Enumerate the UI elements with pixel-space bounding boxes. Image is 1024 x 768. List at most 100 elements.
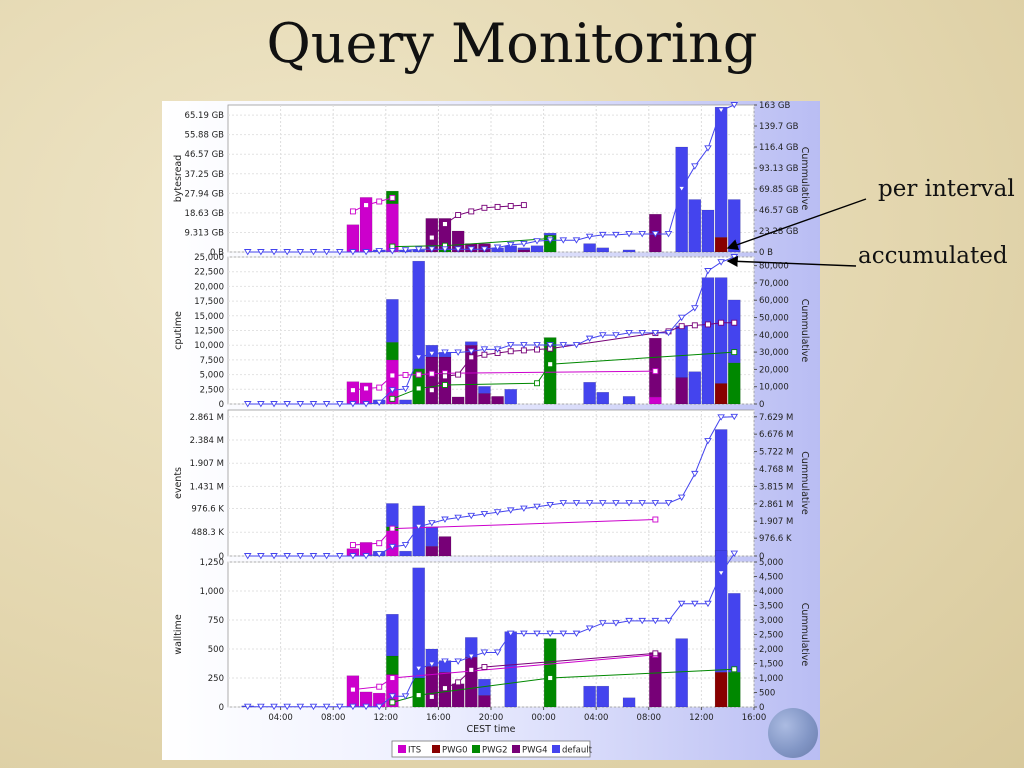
y2-axis-label: Cummulative (799, 451, 810, 515)
cumulative-marker-default (257, 553, 265, 560)
bar-default (543, 232, 557, 236)
y2-tick-label: 46.57 GB (759, 206, 799, 216)
y2-tick-label: 93.13 GB (759, 164, 799, 174)
cumulative-marker-default (506, 630, 515, 638)
cumulative-marker-default (322, 553, 331, 560)
cumulative-line-ITS (352, 197, 393, 212)
cumulative-marker-default (335, 553, 344, 560)
y-tick-label: 18.63 GB (185, 209, 225, 219)
bar-ITS (649, 396, 662, 405)
cumulative-marker-default (704, 268, 712, 275)
legend (391, 740, 591, 758)
bar-default (425, 526, 439, 547)
cumulative-marker-default (559, 500, 568, 507)
cumulative-marker-ITS (428, 370, 435, 377)
cumulative-marker-default (638, 617, 647, 625)
bar-PWG2 (728, 362, 741, 405)
y-tick-label: 9.313 GB (185, 228, 225, 238)
x-tick-label: 12:00 (374, 713, 399, 723)
cumulative-marker-default (349, 703, 357, 711)
cumulative-marker-PWG4 (691, 322, 698, 329)
cumulative-marker-default (520, 342, 528, 349)
y-tick-label: 488.3 K (191, 528, 224, 538)
bar-default (504, 389, 517, 405)
cumulative-marker-default (467, 246, 476, 253)
bar-default (596, 685, 610, 708)
cumulative-marker-default (454, 658, 462, 665)
y-tick-label: 0 (219, 703, 224, 713)
x-tick-label: 08:00 (321, 713, 346, 723)
cumulative-marker-default (493, 509, 502, 516)
bar-PWG4 (438, 356, 452, 405)
x-tick-label: 16:00 (426, 713, 451, 723)
bar-default (675, 638, 688, 708)
cumulative-marker-default (625, 500, 633, 507)
cumulative-marker-default (454, 514, 462, 522)
y2-tick-label: 0 B (759, 248, 773, 258)
cumulative-marker-default (414, 354, 423, 361)
y-tick-label: 0 (219, 552, 224, 562)
cumulative-marker-PWG4 (455, 212, 462, 218)
y2-tick-label: 6.676 M (759, 430, 793, 440)
y2-tick-label: 60,000 (759, 296, 789, 306)
cumulative-marker-default (572, 630, 581, 638)
y-tick-label: 7,500 (200, 356, 224, 366)
cumulative-marker-default (651, 617, 660, 625)
cumulative-marker-default (506, 241, 515, 249)
bar-default (728, 199, 741, 253)
cumulative-marker-default (401, 386, 410, 393)
cumulative-marker-ITS (402, 371, 409, 378)
bar-PWG4 (517, 249, 531, 253)
bar-default (583, 382, 596, 405)
legend-label-default: default (562, 746, 593, 756)
cumulative-line-default (247, 416, 735, 557)
cumulative-marker-default (322, 401, 331, 408)
cumulative-marker-default (691, 163, 699, 170)
bar-default (386, 299, 399, 343)
cumulative-marker-default (296, 703, 305, 711)
y-tick-label: 1.431 M (190, 482, 224, 492)
y-axis-label: events (173, 467, 184, 499)
cumulative-marker-default (506, 342, 515, 349)
bar-PWG0 (714, 237, 728, 253)
y2-tick-label: 2.861 M (759, 500, 793, 510)
y-tick-label: 0 B (210, 248, 224, 258)
bar-PWG2 (728, 672, 741, 708)
cumulative-marker-default (401, 693, 410, 700)
cumulative-marker-ITS (389, 525, 396, 532)
cumulative-marker-PWG4 (468, 666, 475, 673)
cumulative-marker-default (585, 625, 594, 632)
y2-tick-label: 4,500 (759, 573, 783, 583)
cumulative-marker-default (717, 414, 725, 421)
bar-default (583, 685, 596, 708)
y2-tick-label: 23.28 GB (759, 227, 799, 237)
cumulative-marker-default (467, 348, 476, 355)
bar-default (465, 341, 478, 346)
bar-default (386, 614, 399, 657)
cumulative-marker-default (638, 231, 647, 238)
cumulative-marker-default (493, 244, 502, 251)
cumulative-marker-ITS (652, 368, 659, 375)
y-axis-label: cputime (173, 311, 184, 350)
cumulative-marker-default (283, 553, 291, 560)
cumulative-marker-default (612, 500, 620, 507)
cumulative-marker-default (441, 516, 449, 523)
y2-tick-label: 69.85 GB (759, 185, 799, 195)
legend-label-PWG2: PWG2 (482, 746, 508, 756)
cumulative-marker-default (283, 401, 291, 408)
cumulative-marker-default (598, 620, 607, 627)
y2-tick-label: 4.768 M (759, 465, 793, 475)
bar-PWG4 (649, 652, 662, 708)
cumulative-marker-PWG2 (547, 675, 554, 681)
y2-tick-label: 2,000 (759, 645, 783, 655)
y-tick-label: 2.384 M (190, 436, 224, 446)
cumulative-marker-PWG4 (468, 354, 475, 361)
bar-default (530, 245, 544, 253)
cumulative-marker-default (335, 703, 344, 711)
cumulative-marker-default (612, 620, 620, 627)
cumulative-marker-default (388, 248, 397, 255)
cumulative-marker-default (520, 630, 528, 638)
cumulative-marker-PWG2 (389, 699, 396, 706)
cumulative-marker-default (691, 305, 699, 312)
cumulative-marker-default (480, 246, 489, 253)
